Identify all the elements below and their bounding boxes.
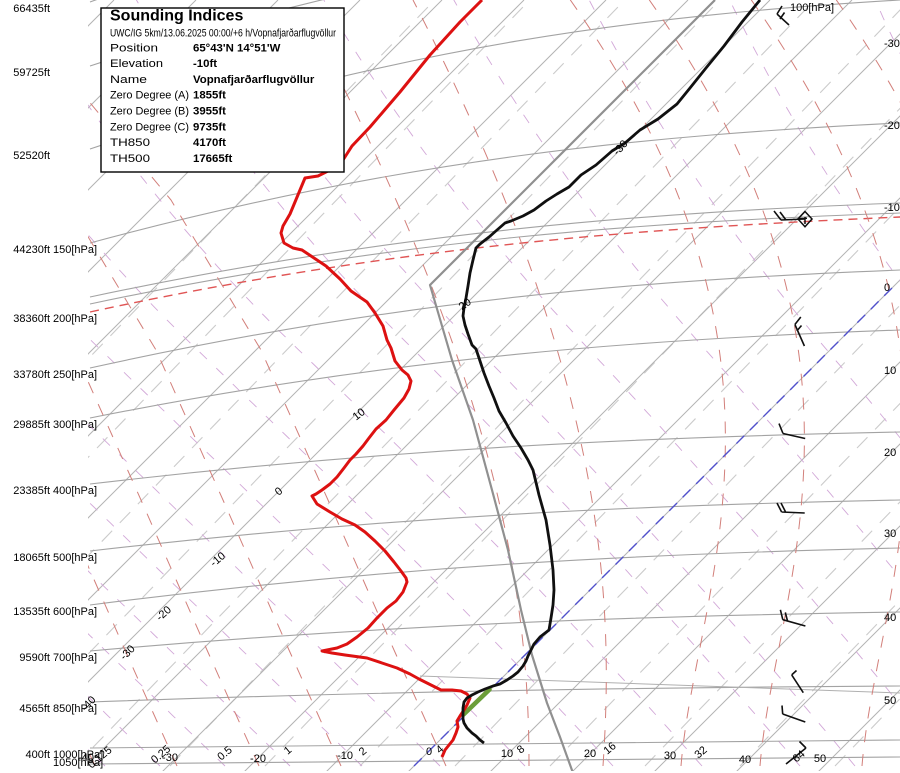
svg-text:TH500: TH500 (110, 153, 150, 165)
svg-text:23385ft: 23385ft (13, 485, 50, 497)
svg-text:0: 0 (884, 282, 890, 294)
svg-text:20: 20 (884, 447, 896, 459)
svg-text:10: 10 (884, 365, 896, 377)
svg-text:44230ft: 44230ft (13, 244, 50, 256)
svg-text:500[hPa]: 500[hPa] (53, 552, 97, 564)
svg-text:0: 0 (426, 746, 432, 758)
svg-text:600[hPa]: 600[hPa] (53, 606, 97, 618)
svg-text:-20: -20 (884, 120, 900, 132)
svg-text:18065ft: 18065ft (13, 552, 50, 564)
svg-text:Zero Degree (A): Zero Degree (A) (110, 90, 189, 102)
svg-text:4170ft: 4170ft (193, 137, 226, 149)
svg-text:Zero Degree (C): Zero Degree (C) (110, 121, 189, 133)
svg-text:Elevation: Elevation (110, 58, 163, 70)
svg-text:-30: -30 (162, 752, 178, 764)
svg-text:1855ft: 1855ft (193, 90, 226, 102)
svg-text:300[hPa]: 300[hPa] (53, 419, 97, 431)
svg-text:Sounding Indices: Sounding Indices (110, 8, 243, 25)
svg-text:-30: -30 (884, 38, 900, 50)
svg-text:100[hPa]: 100[hPa] (790, 2, 834, 14)
svg-text:20: 20 (584, 748, 596, 760)
svg-text:Name: Name (110, 74, 147, 86)
svg-text:850[hPa]: 850[hPa] (53, 703, 97, 715)
svg-text:66435ft: 66435ft (13, 3, 50, 15)
svg-text:Zero Degree (B): Zero Degree (B) (110, 106, 189, 118)
svg-text:250[hPa]: 250[hPa] (53, 369, 97, 381)
svg-text:33780ft: 33780ft (13, 369, 50, 381)
svg-text:59725ft: 59725ft (13, 67, 50, 79)
svg-text:10: 10 (501, 748, 513, 760)
svg-text:9590ft: 9590ft (19, 652, 50, 664)
svg-text:400ft: 400ft (26, 749, 50, 761)
svg-text:40: 40 (739, 754, 751, 766)
svg-text:400[hPa]: 400[hPa] (53, 485, 97, 497)
svg-text:-10ft: -10ft (193, 58, 217, 70)
svg-text:Vopnafjarðarflugvöllur: Vopnafjarðarflugvöllur (193, 74, 315, 86)
svg-text:1050[hPa]: 1050[hPa] (53, 757, 103, 769)
svg-text:20: 20 (457, 296, 474, 313)
svg-text:65°43'N 14°51'W: 65°43'N 14°51'W (193, 42, 281, 54)
svg-text:52520ft: 52520ft (13, 150, 50, 162)
svg-text:-10: -10 (337, 750, 353, 762)
svg-text:30: 30 (884, 528, 896, 540)
svg-text:50: 50 (814, 753, 826, 765)
svg-text:50: 50 (884, 695, 896, 707)
svg-text:13535ft: 13535ft (13, 606, 50, 618)
svg-text:30: 30 (664, 750, 676, 762)
svg-text:UWC/IG 5km/13.06.2025 00:00/+6: UWC/IG 5km/13.06.2025 00:00/+6 h/Vopnafj… (110, 28, 336, 40)
svg-text:9735ft: 9735ft (193, 121, 226, 133)
svg-text:17665ft: 17665ft (193, 153, 232, 165)
svg-text:150[hPa]: 150[hPa] (53, 244, 97, 256)
svg-text:29885ft: 29885ft (13, 419, 50, 431)
svg-text:38360ft: 38360ft (13, 313, 50, 325)
svg-text:TH850: TH850 (110, 137, 150, 149)
svg-text:3955ft: 3955ft (193, 106, 226, 118)
svg-text:1000[hPa]: 1000[hPa] (53, 749, 103, 761)
svg-text:40: 40 (884, 612, 896, 624)
svg-text:Position: Position (110, 42, 158, 54)
svg-text:-40: -40 (78, 752, 94, 764)
svg-text:-10: -10 (884, 202, 900, 214)
svg-text:700[hPa]: 700[hPa] (53, 652, 97, 664)
svg-text:10: 10 (351, 406, 368, 423)
svg-text:4565ft: 4565ft (19, 703, 50, 715)
svg-text:-20: -20 (250, 753, 266, 765)
svg-text:200[hPa]: 200[hPa] (53, 313, 97, 325)
